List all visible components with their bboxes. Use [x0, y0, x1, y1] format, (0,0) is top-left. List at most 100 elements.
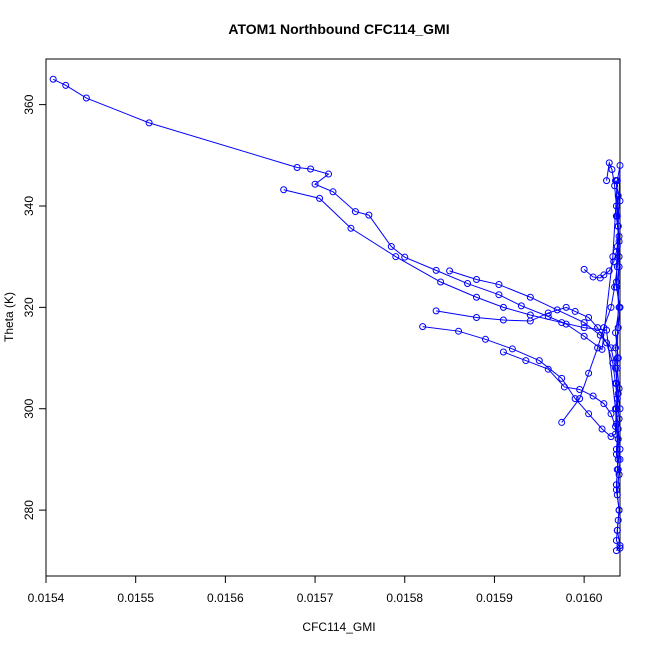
data-point: [499, 348, 507, 356]
data-point: [432, 266, 440, 274]
data-point: [616, 544, 624, 552]
data-point: [613, 354, 621, 362]
data-point: [392, 253, 400, 261]
data-point: [589, 273, 597, 281]
data-point: [612, 177, 620, 185]
series-line: [52, 78, 621, 409]
x-tick-label: 0.0158: [386, 591, 423, 605]
data-point: [616, 161, 624, 169]
series-line: [283, 189, 621, 551]
data-point: [603, 177, 611, 185]
data-point: [495, 291, 503, 299]
data-point: [614, 324, 622, 332]
data-point: [612, 202, 620, 210]
data-point: [62, 81, 70, 89]
data-point: [612, 248, 620, 256]
data-point: [585, 410, 593, 418]
x-tick-label: 0.0154: [28, 591, 65, 605]
data-point: [473, 275, 480, 283]
data-point: [526, 317, 534, 325]
data-point: [473, 293, 480, 301]
data-point: [517, 302, 525, 310]
data-point: [558, 418, 566, 426]
data-point: [607, 303, 615, 311]
data-point: [615, 263, 623, 271]
data-point: [580, 265, 588, 273]
data-point: [614, 435, 622, 443]
data-point: [499, 316, 507, 324]
data-point: [603, 339, 611, 347]
data-point: [614, 516, 622, 524]
data-point: [473, 314, 480, 321]
data-point: [612, 537, 620, 545]
data-point: [311, 180, 319, 188]
data-point: [598, 425, 606, 433]
data-point: [553, 306, 561, 314]
data-point: [280, 186, 288, 194]
data-point: [580, 319, 588, 327]
data-point: [610, 258, 618, 266]
data-series: [49, 75, 624, 413]
data-point: [612, 486, 620, 494]
data-point: [347, 224, 355, 232]
data-point: [614, 222, 622, 230]
data-point: [616, 542, 624, 550]
data-point: [608, 166, 616, 173]
data-point: [558, 319, 566, 327]
data-point: [616, 445, 624, 453]
data-point: [437, 278, 445, 286]
x-tick-label: 0.0156: [207, 591, 244, 605]
y-tick-label: 320: [22, 297, 36, 317]
data-point: [607, 344, 615, 352]
x-tick-label: 0.0160: [566, 591, 603, 605]
data-point: [600, 324, 608, 332]
data-point: [145, 119, 153, 127]
data-point: [522, 357, 530, 365]
data-point: [613, 364, 621, 372]
data-point: [580, 324, 588, 332]
data-point: [544, 365, 552, 373]
data-point: [351, 208, 359, 216]
data-point: [571, 395, 579, 403]
series-line: [449, 270, 621, 495]
data-point: [613, 466, 621, 474]
data-point: [576, 395, 584, 403]
data-point: [464, 280, 472, 288]
data-point: [613, 243, 621, 251]
data-point: [612, 344, 620, 352]
data-point: [611, 182, 619, 190]
data-series: [446, 267, 624, 499]
data-point: [455, 327, 463, 335]
data-point: [499, 303, 507, 311]
data-point: [585, 369, 593, 377]
data-point: [605, 267, 613, 275]
data-series: [280, 186, 624, 555]
data-point: [615, 384, 623, 392]
x-axis: 0.0154 0.0155 0.0156 0.0157 0.0158 0.0159 0.01…: [28, 575, 603, 605]
y-tick-label: 360: [22, 94, 36, 114]
series-line: [503, 351, 620, 475]
data-point: [387, 243, 395, 251]
y-tick-label: 280: [22, 500, 36, 520]
data-point: [558, 374, 566, 382]
data-point: [316, 194, 324, 202]
x-axis-label: CFC114_GMI: [302, 620, 375, 634]
data-point: [307, 165, 315, 173]
data-series: [580, 177, 624, 282]
data-point: [614, 425, 622, 433]
data-point: [616, 303, 624, 311]
x-tick-label: 0.0157: [297, 591, 334, 605]
data-point: [293, 163, 301, 171]
data-point: [419, 323, 427, 331]
data-point: [365, 211, 373, 219]
x-tick-label: 0.0159: [476, 591, 513, 605]
y-tick-label: 340: [22, 196, 36, 216]
data-point: [526, 293, 534, 301]
data-point: [615, 232, 623, 240]
data-point: [615, 506, 623, 514]
data-point: [560, 383, 568, 391]
data-point: [607, 410, 615, 418]
chart-title: ATOM1 Northbound CFC114_GMI: [228, 21, 449, 37]
data-point: [571, 307, 579, 315]
